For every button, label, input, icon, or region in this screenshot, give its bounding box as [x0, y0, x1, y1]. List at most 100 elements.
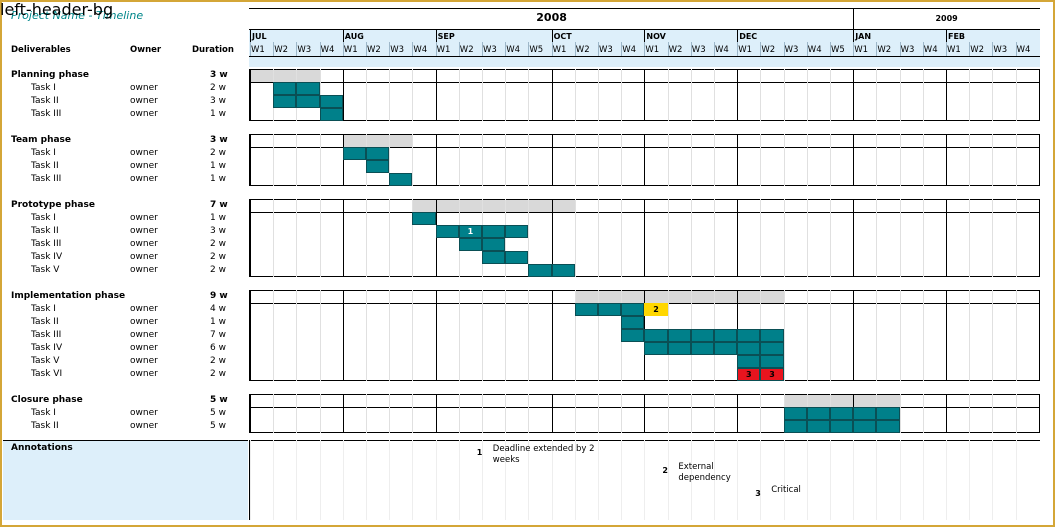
annotation-grid-line [551, 440, 553, 520]
task-bar-cell [482, 251, 506, 264]
grid-line [806, 199, 808, 277]
task-name: Task II [31, 421, 59, 431]
grid-line [922, 290, 924, 381]
grid-line [366, 394, 367, 433]
phase-duration: 5 w [210, 395, 228, 405]
grid-line [876, 199, 878, 277]
grid-line [598, 394, 599, 433]
task-bar-cell [366, 147, 390, 160]
annotation-grid-line [899, 440, 901, 520]
month-label: NOV [646, 32, 666, 41]
week-divider [830, 42, 831, 57]
left:3px;top:3px;width:245px;height:64px;background:#ffffff;: left-header-bg [0, 0, 114, 19]
week-divider [644, 42, 646, 57]
annotation-grid-line [621, 440, 623, 520]
task-bar-cell [273, 82, 297, 95]
annotation-marker: 1 [467, 227, 474, 236]
task-bar-cell [783, 420, 807, 433]
task-bar-cell [737, 329, 761, 342]
task-name: Task II [31, 226, 59, 236]
task-name: Task I [31, 213, 56, 223]
task-owner: owner [130, 96, 158, 106]
year-label: 2008 [536, 11, 567, 24]
phase-plan-bar [783, 395, 900, 407]
grid-line [551, 134, 553, 186]
grid-line [389, 290, 391, 381]
grid-line [644, 134, 646, 186]
grid-line [783, 69, 785, 121]
grid-line [412, 134, 414, 186]
week-label: W4 [506, 45, 520, 55]
task-duration: 1 w [210, 213, 226, 223]
task-bar-cell [412, 212, 436, 225]
grid-line [505, 290, 507, 381]
annotation-grid-line [969, 440, 971, 520]
task-bar-cell [667, 329, 691, 342]
task-bar-cell [876, 420, 900, 433]
grid-line [946, 134, 947, 186]
week-divider [505, 42, 507, 57]
grid-line [412, 69, 414, 121]
task-duration: 2 w [210, 356, 226, 366]
week-label: W4 [807, 45, 822, 55]
task-bar-cell [760, 355, 784, 368]
week-divider [783, 42, 785, 57]
task-bar-cell [690, 342, 714, 355]
grid-line [250, 69, 251, 121]
grid-line [1015, 69, 1017, 121]
week-label: W1 [738, 45, 752, 55]
task-bar-cell [319, 108, 343, 121]
grid-line [899, 394, 901, 433]
week-divider [598, 42, 599, 57]
week-divider [273, 42, 275, 57]
task-name: Task I [31, 304, 56, 314]
week-label: W2 [761, 45, 776, 55]
grid-line [574, 290, 576, 381]
week-label: W2 [575, 45, 590, 55]
week-divider [899, 42, 901, 57]
task-name: Task I [31, 83, 56, 93]
month-label: SEP [437, 32, 455, 41]
grid-line [319, 199, 321, 277]
task-name: Task V [31, 356, 60, 366]
annotation-grid-line [876, 440, 878, 520]
task-owner: owner [130, 226, 158, 236]
grid-line [621, 134, 623, 186]
week-divider [853, 42, 855, 57]
phase-duration: 3 w [210, 135, 228, 145]
week-divider [1015, 42, 1017, 57]
week-label: W1 [436, 45, 451, 55]
week-divider [551, 42, 553, 57]
annotation-grid-line [737, 440, 739, 520]
week-label: W4 [1016, 45, 1031, 55]
grid-line [389, 69, 391, 121]
month-label: FEB [948, 32, 966, 41]
grid-line [760, 134, 762, 186]
task-duration: 1 w [210, 174, 226, 184]
phase-duration: 9 w [210, 291, 228, 301]
week-label: W1 [343, 45, 358, 55]
grid-line [644, 69, 646, 121]
week-label: W5 [529, 45, 544, 55]
task-duration: 2 w [210, 83, 226, 93]
week-label: W3 [993, 45, 1008, 55]
task-bar-cell [806, 407, 830, 420]
task-bar-cell [458, 225, 482, 238]
month-label: DEC [739, 32, 758, 41]
grid-line [830, 290, 831, 381]
week-divider [969, 42, 971, 57]
week-divider [458, 42, 460, 57]
grid-line [458, 134, 460, 186]
week-divider [714, 42, 715, 57]
week-divider [366, 42, 367, 57]
task-name: Task III [31, 330, 62, 340]
grid-line [551, 290, 553, 381]
task-bar-cell [667, 342, 691, 355]
task-bar-cell [528, 264, 552, 277]
grid-line [319, 290, 321, 381]
grid-line [598, 199, 599, 277]
task-owner: owner [130, 174, 158, 184]
task-owner: owner [130, 369, 158, 379]
grid-line [899, 199, 901, 277]
